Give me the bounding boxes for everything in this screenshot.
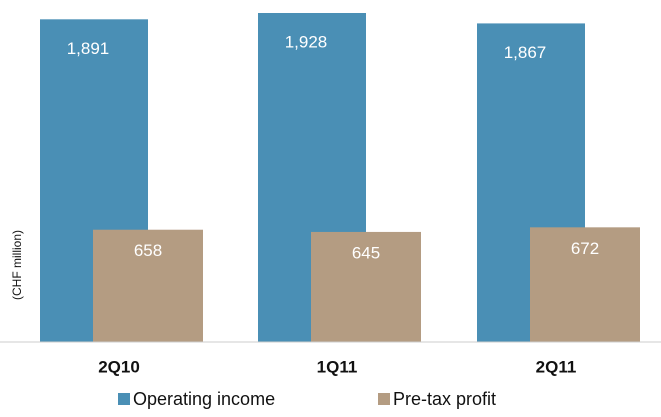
x-tick-label: 2Q10 — [98, 357, 140, 376]
value-label: 1,891 — [67, 39, 110, 58]
value-label: 1,928 — [285, 32, 328, 51]
value-label: 1,867 — [504, 43, 547, 62]
y-axis-label: (CHF million) — [10, 230, 24, 300]
bar — [530, 227, 640, 342]
bar — [93, 229, 203, 342]
x-tick-label: 1Q11 — [317, 357, 358, 376]
legend-label: Pre-tax profit — [393, 389, 496, 409]
bar — [311, 231, 421, 342]
legend-label: Operating income — [133, 389, 275, 409]
value-label: 658 — [134, 241, 162, 260]
value-label: 672 — [571, 239, 599, 258]
x-tick-label: 2Q11 — [536, 357, 577, 376]
legend-swatch — [378, 393, 390, 405]
value-label: 645 — [352, 243, 380, 262]
legend-swatch — [118, 393, 130, 405]
